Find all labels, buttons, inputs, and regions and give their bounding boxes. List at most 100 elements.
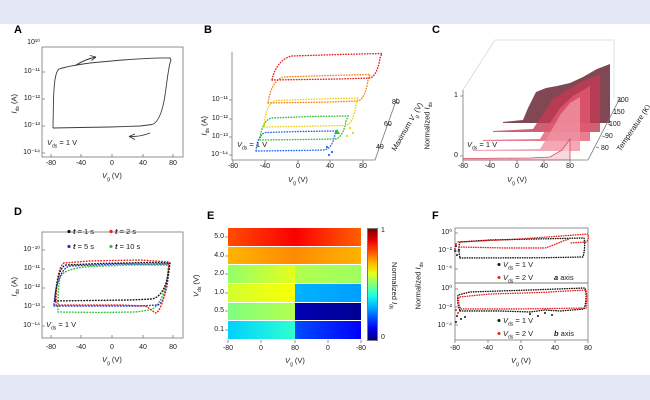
x-tick-label: 0 [110,160,114,167]
y-tick-label: 10⁰ [441,229,452,236]
panel-a-hysteresis-loop [52,57,172,129]
y-tick-label: 10⁻¹² [23,95,40,102]
y-axis-label: Normalized Ids [413,262,425,310]
x-tick-label: 0 [326,345,330,352]
heatmap-row-vds-5-forward [228,228,295,246]
row-label: 0.5 [214,307,224,314]
x-tick-label: -80 [449,345,461,352]
colorbar [367,228,378,341]
page-background-band-top [0,0,650,24]
heatmap-row-vds-0.1-forward [228,321,295,339]
y-tick-label: 10⁻¹¹ [23,68,40,75]
loop-t-1s [54,261,171,302]
z-tick-label: 300 [617,97,629,104]
x-axis-label: Vg (V) [507,175,527,187]
a-axis-vds2-bottom [458,238,571,249]
y-axis-label: Ids (A) [9,94,21,114]
y-tick-label: 10⁻¹³ [23,122,40,129]
row-label: 5.0 [214,233,224,240]
legend-item: Vds = 2 V [503,273,534,285]
row-label: 2.0 [214,270,224,277]
heatmap-row-vds-1-forward [228,284,295,302]
sweep-direction-arrow-bottom [128,132,151,140]
x-tick-label: -40 [75,344,87,351]
x-tick-label: -80 [45,344,57,351]
panel-a-axes [41,46,184,158]
panel-b-loops [255,52,384,152]
panel-c-back-frame [462,39,615,98]
y-tick-label: 0 [454,152,458,159]
a-axis-vds2-top [457,233,590,244]
legend-item: Vds = 2 V [503,329,534,341]
panel-label-c: C [432,24,440,36]
y-tick-label: 10⁻¹³ [211,133,228,140]
y-tick-label: 10⁰ [441,285,452,292]
b-axis-vds2-loop [457,289,588,310]
heatmap-row-vds-1-reverse [294,284,361,302]
heatmap-panel-e [228,228,361,340]
y-tick-label: 10⁻⁴ [437,322,453,329]
y-tick-label: 10¹⁰ [27,39,40,46]
panel-f-b-axis-curves [456,287,588,313]
z-tick-label: 40 [376,144,384,151]
x-tick-label: 40 [326,163,334,170]
panel-b-axes [229,52,400,163]
y-tick-label: 10⁻¹² [211,115,228,122]
x-tick-label: 80 [359,163,367,170]
panel-e-ticks [225,236,362,343]
row-label: 1.0 [214,289,224,296]
row-label: 4.0 [214,252,224,259]
z-tick-label: 80 [601,145,609,152]
x-tick-label: -80 [227,163,239,170]
loop-maxvg-40 [255,130,337,152]
x-tick-label: 80 [169,344,177,351]
heatmap-row-vds-0.5-reverse [294,302,361,321]
x-axis-label: Vg (V) [285,356,305,368]
bias-annotation: Vds = 1 V [467,140,498,152]
bias-annotation: Vds = 1 V [46,320,77,332]
x-tick-label: -40 [259,163,271,170]
y-tick-label: 10⁻¹⁴ [23,322,40,329]
panel-f-b-axis-scatter [455,309,553,323]
x-axis-label: Vg (V) [511,356,531,368]
x-tick-label: 40 [139,160,147,167]
row-label: 0.1 [214,326,224,333]
y-tick-label: 10⁻¹⁰ [23,246,40,253]
x-tick-label: 0 [296,163,300,170]
y-tick-label: 1 [454,92,458,99]
x-tick-label: 80 [169,160,177,167]
panel-d-legend-markers [67,229,113,249]
panel-label-e: E [207,210,215,222]
bias-annotation: Vds = 1 V [47,138,78,150]
heatmap-row-vds-2-reverse [294,265,361,283]
subplot-axis-label: a axis [554,273,574,282]
x-tick-label: -80 [45,160,57,167]
panel-c-axes [460,90,623,163]
x-tick-label: -80 [457,163,469,170]
colorbar-tick-label: 1 [381,227,385,234]
x-tick-label: 80 [291,345,299,352]
z-tick-label: 150 [613,109,625,116]
y-tick-label: 10⁻¹² [23,284,40,291]
panel-label-b: B [204,24,212,36]
legend-item: Vds = 1 V [503,316,534,328]
loop-maxvg-80 [271,52,384,81]
x-tick-label: 40 [551,345,559,352]
bias-annotation: Vds = 1 V [237,140,268,152]
panel-label-a: A [14,24,22,36]
colorbar-label: Normalized Ids [387,262,399,310]
loop-maxvg-70 [267,73,372,104]
x-tick-label: -40 [484,163,496,170]
x-tick-label: 0 [515,163,519,170]
heatmap-row-vds-0.5-forward [228,302,295,321]
heatmap-row-vds-2-forward [228,265,295,283]
x-tick-label: 0 [259,345,263,352]
y-tick-label: 10⁻¹⁴ [211,151,228,158]
page-background-band-bottom [0,375,650,400]
x-tick-label: 40 [540,163,548,170]
a-axis-vds1-loop [458,237,586,259]
panel-f-legend-markers [497,263,501,335]
sweep-direction-arrow-top [75,55,97,66]
